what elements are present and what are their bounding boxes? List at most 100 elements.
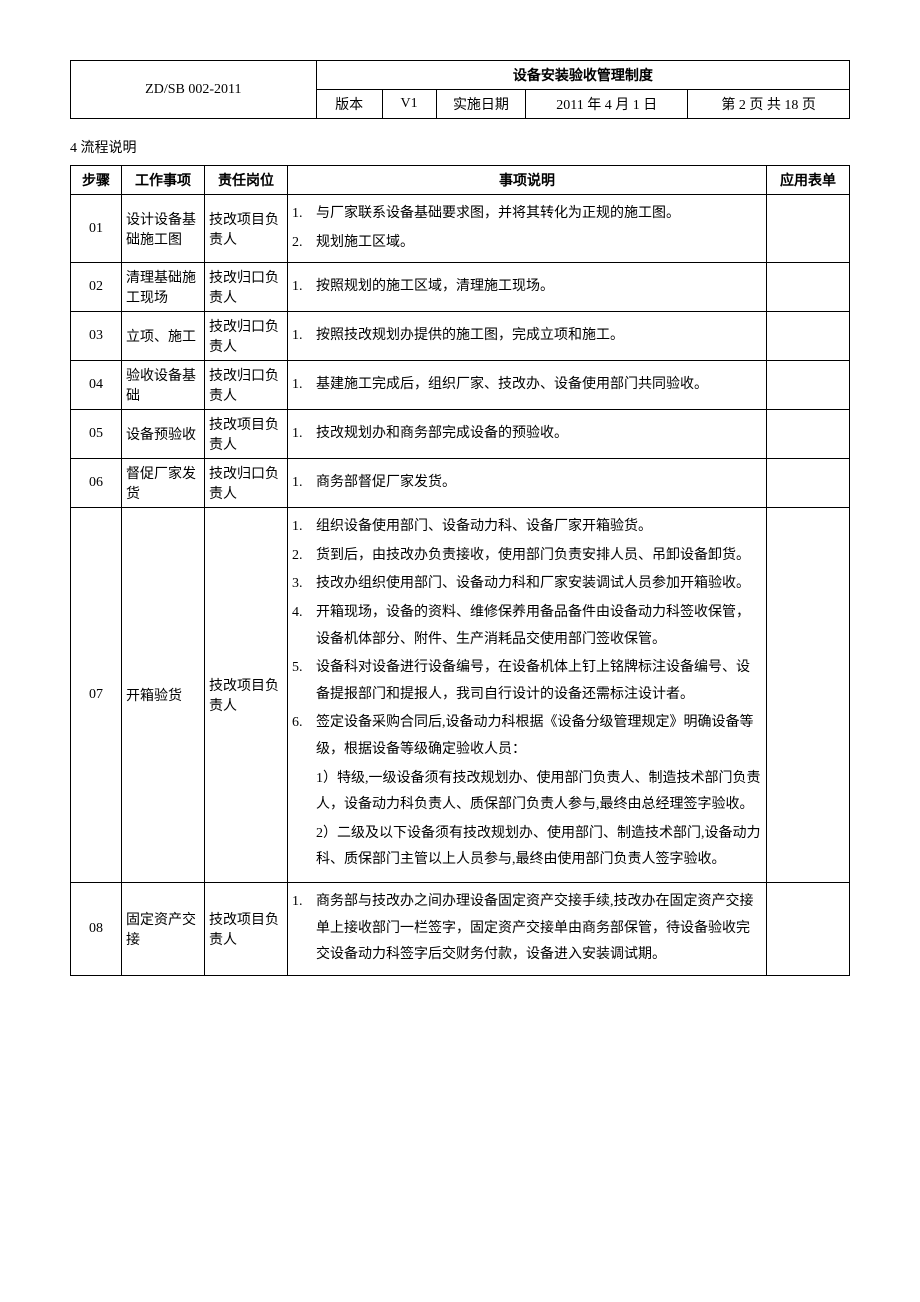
table-header-row: 步骤 工作事项 责任岗位 事项说明 应用表单 bbox=[71, 166, 850, 195]
form-cell bbox=[767, 410, 850, 459]
role-cell: 技改项目负责人 bbox=[205, 195, 288, 263]
table-row: 02清理基础施工现场技改归口负责人1.按照规划的施工区域，清理施工现场。 bbox=[71, 263, 850, 312]
desc-item-main: 签定设备采购合同后,设备动力科根据《设备分级管理规定》明确设备等级，根据设备等级… bbox=[316, 710, 762, 763]
step-cell: 03 bbox=[71, 312, 122, 361]
page-info: 第 2 页 共 18 页 bbox=[688, 90, 850, 119]
desc-item-text: 规划施工区域。 bbox=[316, 230, 762, 257]
desc-cell: 1.商务部督促厂家发货。 bbox=[288, 459, 767, 508]
desc-sub-lines: 1）特级,一级设备须有技改规划办、使用部门负责人、制造技术部门负责人，设备动力科… bbox=[316, 766, 762, 874]
desc-item: 4.开箱现场，设备的资料、维修保养用备品备件由设备动力科签收保管，设备机体部分、… bbox=[292, 600, 762, 653]
desc-list: 1.与厂家联系设备基础要求图，并将其转化为正规的施工图。2.规划施工区域。 bbox=[292, 201, 762, 256]
desc-item-text: 基建施工完成后，组织厂家、技改办、设备使用部门共同验收。 bbox=[316, 372, 762, 399]
step-cell: 01 bbox=[71, 195, 122, 263]
form-cell bbox=[767, 361, 850, 410]
task-cell: 固定资产交接 bbox=[122, 882, 205, 975]
desc-item-text: 组织设备使用部门、设备动力科、设备厂家开箱验货。 bbox=[316, 514, 762, 541]
doc-title: 设备安装验收管理制度 bbox=[316, 61, 849, 90]
form-cell bbox=[767, 312, 850, 361]
desc-item: 6.签定设备采购合同后,设备动力科根据《设备分级管理规定》明确设备等级，根据设备… bbox=[292, 710, 762, 876]
desc-item-text: 技改规划办和商务部完成设备的预验收。 bbox=[316, 421, 762, 448]
form-cell bbox=[767, 882, 850, 975]
desc-item: 1.按照技改规划办提供的施工图，完成立项和施工。 bbox=[292, 323, 762, 350]
desc-list: 1.组织设备使用部门、设备动力科、设备厂家开箱验货。2.货到后，由技改办负责接收… bbox=[292, 514, 762, 876]
version-value: V1 bbox=[382, 90, 436, 119]
task-cell: 立项、施工 bbox=[122, 312, 205, 361]
desc-item: 5.设备科对设备进行设备编号，在设备机体上钉上铭牌标注设备编号、设备提报部门和提… bbox=[292, 655, 762, 708]
desc-item-number: 1. bbox=[292, 889, 316, 969]
desc-item: 2.货到后，由技改办负责接收，使用部门负责安排人员、吊卸设备卸货。 bbox=[292, 543, 762, 570]
table-body: 01设计设备基础施工图技改项目负责人1.与厂家联系设备基础要求图，并将其转化为正… bbox=[71, 195, 850, 976]
role-cell: 技改归口负责人 bbox=[205, 263, 288, 312]
desc-item-text: 按照技改规划办提供的施工图，完成立项和施工。 bbox=[316, 323, 762, 350]
desc-cell: 1.与厂家联系设备基础要求图，并将其转化为正规的施工图。2.规划施工区域。 bbox=[288, 195, 767, 263]
desc-cell: 1.商务部与技改办之间办理设备固定资产交接手续,技改办在固定资产交接单上接收部门… bbox=[288, 882, 767, 975]
desc-list: 1.技改规划办和商务部完成设备的预验收。 bbox=[292, 421, 762, 448]
desc-item: 1.基建施工完成后，组织厂家、技改办、设备使用部门共同验收。 bbox=[292, 372, 762, 399]
table-row: 03立项、施工技改归口负责人1.按照技改规划办提供的施工图，完成立项和施工。 bbox=[71, 312, 850, 361]
desc-item-text: 与厂家联系设备基础要求图，并将其转化为正规的施工图。 bbox=[316, 201, 762, 228]
desc-item: 2.规划施工区域。 bbox=[292, 230, 762, 257]
task-cell: 设备预验收 bbox=[122, 410, 205, 459]
desc-item-number: 1. bbox=[292, 323, 316, 350]
col-task-header: 工作事项 bbox=[122, 166, 205, 195]
section-heading: 4 流程说明 bbox=[70, 137, 850, 157]
col-step-header: 步骤 bbox=[71, 166, 122, 195]
col-form-header: 应用表单 bbox=[767, 166, 850, 195]
desc-item-number: 1. bbox=[292, 274, 316, 301]
desc-list: 1.按照规划的施工区域，清理施工现场。 bbox=[292, 274, 762, 301]
step-cell: 02 bbox=[71, 263, 122, 312]
step-cell: 05 bbox=[71, 410, 122, 459]
desc-item-number: 4. bbox=[292, 600, 316, 653]
desc-item-text: 货到后，由技改办负责接收，使用部门负责安排人员、吊卸设备卸货。 bbox=[316, 543, 762, 570]
table-row: 07开箱验货技改项目负责人1.组织设备使用部门、设备动力科、设备厂家开箱验货。2… bbox=[71, 508, 850, 883]
desc-list: 1.基建施工完成后，组织厂家、技改办、设备使用部门共同验收。 bbox=[292, 372, 762, 399]
role-cell: 技改项目负责人 bbox=[205, 508, 288, 883]
role-cell: 技改项目负责人 bbox=[205, 882, 288, 975]
version-label: 版本 bbox=[316, 90, 382, 119]
desc-list: 1.商务部督促厂家发货。 bbox=[292, 470, 762, 497]
desc-item-number: 6. bbox=[292, 710, 316, 876]
desc-sub-line: 1）特级,一级设备须有技改规划办、使用部门负责人、制造技术部门负责人，设备动力科… bbox=[316, 766, 762, 819]
form-cell bbox=[767, 195, 850, 263]
desc-item-number: 1. bbox=[292, 514, 316, 541]
table-row: 08固定资产交接技改项目负责人1.商务部与技改办之间办理设备固定资产交接手续,技… bbox=[71, 882, 850, 975]
desc-list: 1.按照技改规划办提供的施工图，完成立项和施工。 bbox=[292, 323, 762, 350]
role-cell: 技改归口负责人 bbox=[205, 312, 288, 361]
desc-item-text: 商务部与技改办之间办理设备固定资产交接手续,技改办在固定资产交接单上接收部门一栏… bbox=[316, 889, 762, 969]
desc-cell: 1.按照规划的施工区域，清理施工现场。 bbox=[288, 263, 767, 312]
desc-item-number: 1. bbox=[292, 201, 316, 228]
doc-code: ZD/SB 002-2011 bbox=[71, 61, 317, 119]
header-table: ZD/SB 002-2011 设备安装验收管理制度 版本 V1 实施日期 201… bbox=[70, 60, 850, 119]
table-row: 05设备预验收技改项目负责人1.技改规划办和商务部完成设备的预验收。 bbox=[71, 410, 850, 459]
task-cell: 督促厂家发货 bbox=[122, 459, 205, 508]
desc-cell: 1.组织设备使用部门、设备动力科、设备厂家开箱验货。2.货到后，由技改办负责接收… bbox=[288, 508, 767, 883]
col-role-header: 责任岗位 bbox=[205, 166, 288, 195]
desc-item-text: 签定设备采购合同后,设备动力科根据《设备分级管理规定》明确设备等级，根据设备等级… bbox=[316, 710, 762, 876]
desc-cell: 1.技改规划办和商务部完成设备的预验收。 bbox=[288, 410, 767, 459]
desc-item: 1.商务部督促厂家发货。 bbox=[292, 470, 762, 497]
desc-item-number: 5. bbox=[292, 655, 316, 708]
form-cell bbox=[767, 459, 850, 508]
step-cell: 07 bbox=[71, 508, 122, 883]
task-cell: 设计设备基础施工图 bbox=[122, 195, 205, 263]
step-cell: 08 bbox=[71, 882, 122, 975]
desc-item-number: 1. bbox=[292, 372, 316, 399]
desc-item-number: 2. bbox=[292, 230, 316, 257]
form-cell bbox=[767, 508, 850, 883]
col-desc-header: 事项说明 bbox=[288, 166, 767, 195]
desc-sub-line: 2）二级及以下设备须有技改规划办、使用部门、制造技术部门,设备动力科、质保部门主… bbox=[316, 821, 762, 874]
desc-item-text: 按照规划的施工区域，清理施工现场。 bbox=[316, 274, 762, 301]
desc-item-text: 技改办组织使用部门、设备动力科和厂家安装调试人员参加开箱验收。 bbox=[316, 571, 762, 598]
desc-item-text: 商务部督促厂家发货。 bbox=[316, 470, 762, 497]
desc-item-text: 开箱现场，设备的资料、维修保养用备品备件由设备动力科签收保管，设备机体部分、附件… bbox=[316, 600, 762, 653]
desc-item: 1.组织设备使用部门、设备动力科、设备厂家开箱验货。 bbox=[292, 514, 762, 541]
task-cell: 清理基础施工现场 bbox=[122, 263, 205, 312]
desc-cell: 1.按照技改规划办提供的施工图，完成立项和施工。 bbox=[288, 312, 767, 361]
form-cell bbox=[767, 263, 850, 312]
process-table: 步骤 工作事项 责任岗位 事项说明 应用表单 01设计设备基础施工图技改项目负责… bbox=[70, 165, 850, 976]
role-cell: 技改归口负责人 bbox=[205, 459, 288, 508]
date-value: 2011 年 4 月 1 日 bbox=[526, 90, 688, 119]
desc-item-number: 1. bbox=[292, 470, 316, 497]
desc-item-number: 2. bbox=[292, 543, 316, 570]
desc-item-text: 设备科对设备进行设备编号，在设备机体上钉上铭牌标注设备编号、设备提报部门和提报人… bbox=[316, 655, 762, 708]
